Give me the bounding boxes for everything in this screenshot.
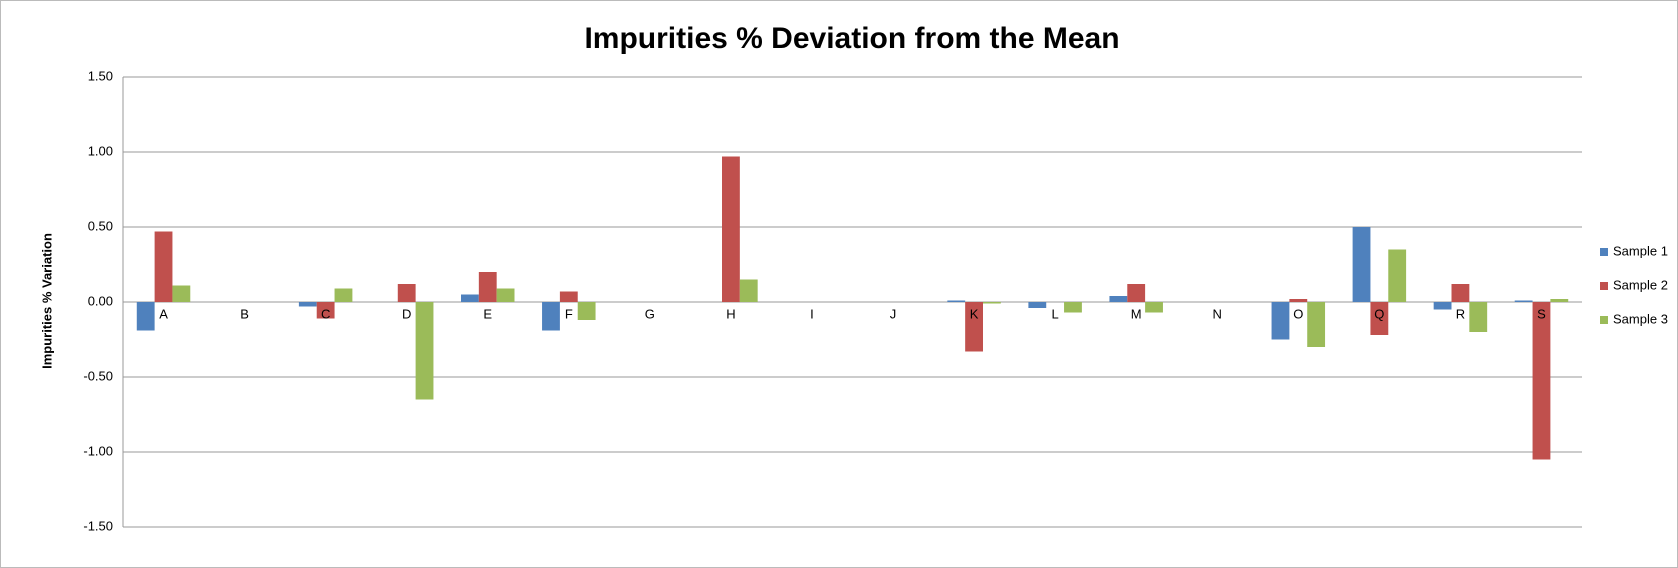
- bar: [397, 284, 416, 302]
- chart-title: Impurities % Deviation from the Mean: [584, 22, 1119, 55]
- bar: [1271, 302, 1290, 340]
- x-tick-label: R: [1456, 306, 1465, 321]
- x-tick-label: M: [1131, 306, 1142, 321]
- bar: [1469, 302, 1488, 332]
- y-tick-label: 0.00: [88, 293, 113, 308]
- legend-label: Sample 2: [1613, 277, 1668, 292]
- x-tick-label: N: [1213, 306, 1222, 321]
- x-tick-label: Q: [1374, 306, 1384, 321]
- bar: [1451, 284, 1470, 302]
- y-tick-label: 1.00: [88, 143, 113, 158]
- bar: [478, 272, 497, 302]
- y-tick-label: -1.50: [83, 518, 113, 533]
- x-tick-label: C: [321, 306, 330, 321]
- x-tick-label: B: [240, 306, 249, 321]
- bar: [1388, 249, 1407, 302]
- x-tick-label: D: [402, 306, 411, 321]
- bar: [965, 302, 983, 352]
- y-tick-label: -0.50: [83, 368, 113, 383]
- bar: [739, 279, 758, 302]
- bar: [136, 302, 155, 331]
- x-tick-label: A: [159, 306, 168, 321]
- y-tick-label: 1.50: [88, 68, 113, 83]
- x-tick-label: O: [1293, 306, 1303, 321]
- bar: [1514, 300, 1533, 302]
- bar: [1028, 302, 1047, 308]
- bar: [415, 302, 434, 400]
- bar: [1145, 302, 1163, 313]
- bar: [298, 302, 317, 307]
- bar: [1550, 299, 1569, 302]
- bar: [1352, 227, 1371, 302]
- bar: [947, 300, 966, 302]
- legend-label: Sample 3: [1613, 311, 1668, 326]
- bar: [1307, 302, 1326, 347]
- bar: [1109, 296, 1128, 302]
- bar: [1127, 284, 1146, 302]
- x-tick-label: F: [565, 306, 573, 321]
- legend-swatch: [1600, 316, 1608, 324]
- legend-swatch: [1600, 282, 1608, 290]
- bar: [496, 288, 515, 302]
- x-tick-label: G: [645, 306, 655, 321]
- bar: [722, 156, 740, 302]
- bar: [154, 231, 173, 302]
- y-tick-label: 0.50: [88, 218, 113, 233]
- bar: [461, 294, 479, 302]
- legend-label: Sample 1: [1613, 243, 1668, 258]
- bar: [334, 288, 353, 302]
- bar: [1433, 302, 1452, 310]
- legend-swatch: [1600, 248, 1608, 256]
- bar: [1289, 299, 1308, 302]
- bar: [542, 302, 560, 331]
- x-tick-label: S: [1537, 306, 1546, 321]
- x-tick-label: J: [890, 306, 897, 321]
- bar: [1370, 302, 1389, 335]
- x-tick-label: E: [483, 306, 492, 321]
- x-tick-label: K: [970, 306, 979, 321]
- bar: [172, 285, 191, 302]
- bar: [1064, 302, 1082, 313]
- x-tick-label: I: [810, 306, 814, 321]
- y-axis-title: Impurities % Variation: [39, 233, 54, 369]
- bar: [577, 302, 596, 320]
- bar: [559, 291, 578, 302]
- bar: [1532, 302, 1551, 460]
- y-tick-label: -1.00: [83, 443, 113, 458]
- x-tick-label: H: [726, 306, 735, 321]
- bar: [982, 302, 1001, 304]
- x-tick-label: L: [1052, 306, 1059, 321]
- bar: [316, 302, 335, 319]
